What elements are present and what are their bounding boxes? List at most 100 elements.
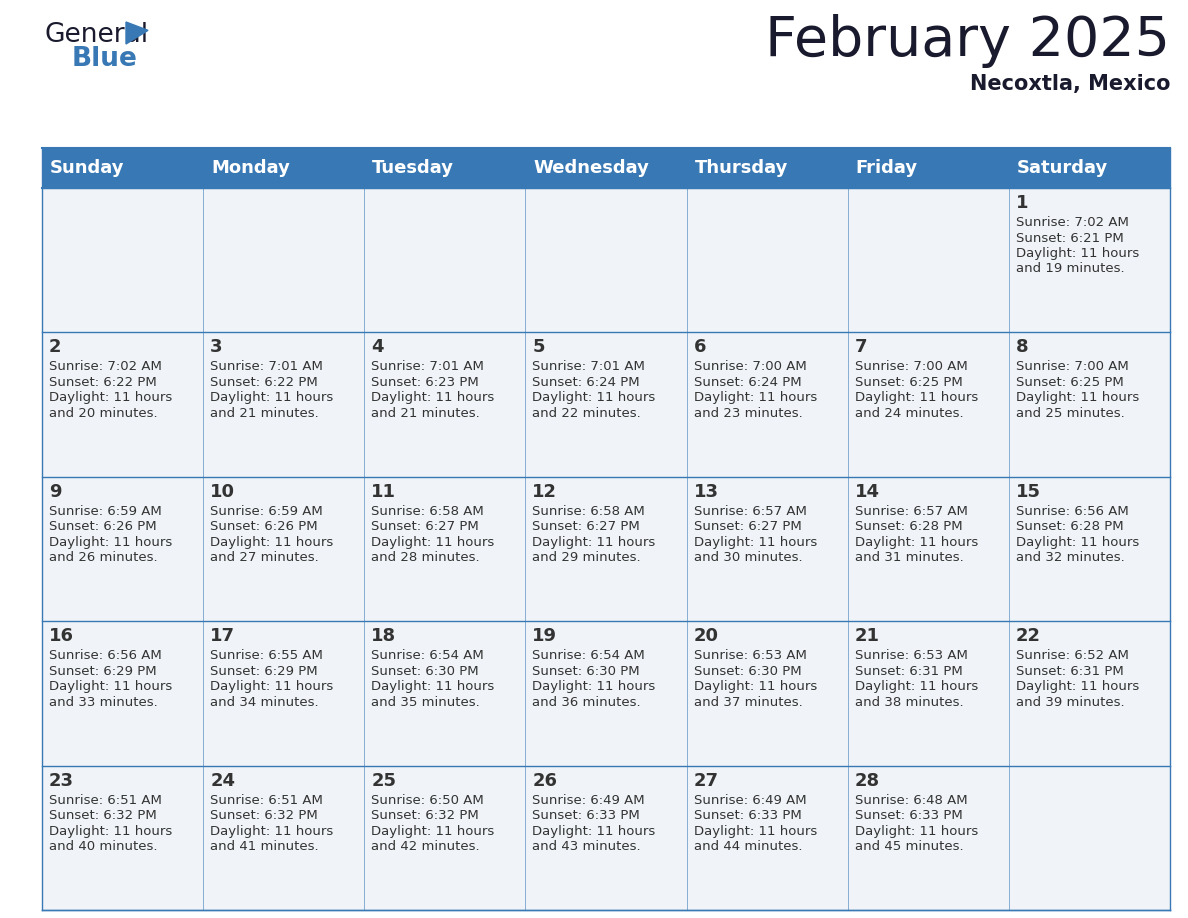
Polygon shape bbox=[126, 22, 148, 44]
Bar bbox=[365, 332, 525, 476]
Text: Sunrise: 6:55 AM: Sunrise: 6:55 AM bbox=[210, 649, 323, 662]
Bar bbox=[203, 621, 365, 766]
Text: Sunrise: 7:00 AM: Sunrise: 7:00 AM bbox=[694, 361, 807, 374]
Text: and 27 minutes.: and 27 minutes. bbox=[210, 552, 318, 565]
Text: and 26 minutes.: and 26 minutes. bbox=[49, 552, 158, 565]
Text: Sunrise: 7:02 AM: Sunrise: 7:02 AM bbox=[1016, 216, 1129, 229]
Text: 16: 16 bbox=[49, 627, 74, 645]
Bar bbox=[848, 476, 1009, 621]
Text: 4: 4 bbox=[372, 339, 384, 356]
Text: Daylight: 11 hours: Daylight: 11 hours bbox=[854, 391, 978, 405]
Text: and 21 minutes.: and 21 minutes. bbox=[210, 407, 318, 420]
Bar bbox=[525, 766, 687, 910]
Text: Sunrise: 7:01 AM: Sunrise: 7:01 AM bbox=[210, 361, 323, 374]
Bar bbox=[1009, 766, 1170, 910]
Text: and 37 minutes.: and 37 minutes. bbox=[694, 696, 802, 709]
Text: 12: 12 bbox=[532, 483, 557, 501]
Text: Sunrise: 7:02 AM: Sunrise: 7:02 AM bbox=[49, 361, 162, 374]
Text: Sunset: 6:24 PM: Sunset: 6:24 PM bbox=[694, 375, 801, 389]
Text: and 24 minutes.: and 24 minutes. bbox=[854, 407, 963, 420]
Text: Daylight: 11 hours: Daylight: 11 hours bbox=[372, 824, 494, 837]
Text: Daylight: 11 hours: Daylight: 11 hours bbox=[854, 536, 978, 549]
Text: 19: 19 bbox=[532, 627, 557, 645]
Text: and 22 minutes.: and 22 minutes. bbox=[532, 407, 642, 420]
Text: and 20 minutes.: and 20 minutes. bbox=[49, 407, 158, 420]
Text: 17: 17 bbox=[210, 627, 235, 645]
Text: Daylight: 11 hours: Daylight: 11 hours bbox=[210, 824, 334, 837]
Text: Daylight: 11 hours: Daylight: 11 hours bbox=[372, 536, 494, 549]
Text: and 21 minutes.: and 21 minutes. bbox=[372, 407, 480, 420]
Text: Sunrise: 6:53 AM: Sunrise: 6:53 AM bbox=[854, 649, 967, 662]
Text: Daylight: 11 hours: Daylight: 11 hours bbox=[210, 536, 334, 549]
Text: Daylight: 11 hours: Daylight: 11 hours bbox=[694, 680, 817, 693]
Text: and 45 minutes.: and 45 minutes. bbox=[854, 840, 963, 853]
Bar bbox=[42, 332, 203, 476]
Text: 3: 3 bbox=[210, 339, 222, 356]
Text: Sunrise: 6:53 AM: Sunrise: 6:53 AM bbox=[694, 649, 807, 662]
Text: Sunset: 6:31 PM: Sunset: 6:31 PM bbox=[854, 665, 962, 677]
Text: 27: 27 bbox=[694, 772, 719, 789]
Text: Sunrise: 6:59 AM: Sunrise: 6:59 AM bbox=[210, 505, 323, 518]
Text: 14: 14 bbox=[854, 483, 880, 501]
Bar bbox=[203, 332, 365, 476]
Text: Sunset: 6:27 PM: Sunset: 6:27 PM bbox=[532, 521, 640, 533]
Text: 2: 2 bbox=[49, 339, 62, 356]
Text: 28: 28 bbox=[854, 772, 880, 789]
Bar bbox=[42, 621, 203, 766]
Text: and 19 minutes.: and 19 minutes. bbox=[1016, 263, 1125, 275]
Text: 21: 21 bbox=[854, 627, 880, 645]
Bar bbox=[1009, 476, 1170, 621]
Text: and 39 minutes.: and 39 minutes. bbox=[1016, 696, 1125, 709]
Text: Sunset: 6:30 PM: Sunset: 6:30 PM bbox=[694, 665, 801, 677]
Text: Sunset: 6:32 PM: Sunset: 6:32 PM bbox=[49, 809, 157, 823]
Text: Sunset: 6:32 PM: Sunset: 6:32 PM bbox=[372, 809, 479, 823]
Text: Sunrise: 6:56 AM: Sunrise: 6:56 AM bbox=[1016, 505, 1129, 518]
Text: Sunrise: 7:00 AM: Sunrise: 7:00 AM bbox=[854, 361, 967, 374]
Bar bbox=[203, 766, 365, 910]
Text: 25: 25 bbox=[372, 772, 397, 789]
Text: and 23 minutes.: and 23 minutes. bbox=[694, 407, 802, 420]
Text: Daylight: 11 hours: Daylight: 11 hours bbox=[49, 391, 172, 405]
Text: Sunrise: 6:48 AM: Sunrise: 6:48 AM bbox=[854, 793, 967, 807]
Text: Wednesday: Wednesday bbox=[533, 159, 650, 177]
Text: 23: 23 bbox=[49, 772, 74, 789]
Text: and 35 minutes.: and 35 minutes. bbox=[372, 696, 480, 709]
Bar bbox=[42, 148, 1170, 188]
Text: and 34 minutes.: and 34 minutes. bbox=[210, 696, 318, 709]
Text: Sunrise: 6:51 AM: Sunrise: 6:51 AM bbox=[49, 793, 162, 807]
Text: Sunrise: 6:54 AM: Sunrise: 6:54 AM bbox=[532, 649, 645, 662]
Text: Sunset: 6:30 PM: Sunset: 6:30 PM bbox=[532, 665, 640, 677]
Text: Daylight: 11 hours: Daylight: 11 hours bbox=[1016, 536, 1139, 549]
Text: Daylight: 11 hours: Daylight: 11 hours bbox=[1016, 391, 1139, 405]
Bar bbox=[42, 476, 203, 621]
Text: 7: 7 bbox=[854, 339, 867, 356]
Text: Sunrise: 7:00 AM: Sunrise: 7:00 AM bbox=[1016, 361, 1129, 374]
Text: 13: 13 bbox=[694, 483, 719, 501]
Bar bbox=[687, 476, 848, 621]
Text: February 2025: February 2025 bbox=[765, 14, 1170, 68]
Text: Daylight: 11 hours: Daylight: 11 hours bbox=[372, 391, 494, 405]
Text: 9: 9 bbox=[49, 483, 62, 501]
Text: Sunset: 6:29 PM: Sunset: 6:29 PM bbox=[49, 665, 157, 677]
Text: Sunset: 6:21 PM: Sunset: 6:21 PM bbox=[1016, 231, 1124, 244]
Text: Saturday: Saturday bbox=[1017, 159, 1108, 177]
Text: Sunrise: 7:01 AM: Sunrise: 7:01 AM bbox=[532, 361, 645, 374]
Bar bbox=[687, 188, 848, 332]
Text: Sunset: 6:33 PM: Sunset: 6:33 PM bbox=[532, 809, 640, 823]
Text: Sunset: 6:33 PM: Sunset: 6:33 PM bbox=[694, 809, 802, 823]
Text: Sunset: 6:26 PM: Sunset: 6:26 PM bbox=[210, 521, 317, 533]
Text: Sunday: Sunday bbox=[50, 159, 125, 177]
Bar bbox=[687, 332, 848, 476]
Text: Sunrise: 6:59 AM: Sunrise: 6:59 AM bbox=[49, 505, 162, 518]
Bar bbox=[848, 621, 1009, 766]
Bar bbox=[848, 332, 1009, 476]
Text: Daylight: 11 hours: Daylight: 11 hours bbox=[532, 824, 656, 837]
Text: Sunrise: 6:51 AM: Sunrise: 6:51 AM bbox=[210, 793, 323, 807]
Text: Sunrise: 6:58 AM: Sunrise: 6:58 AM bbox=[532, 505, 645, 518]
Text: and 42 minutes.: and 42 minutes. bbox=[372, 840, 480, 853]
Text: Daylight: 11 hours: Daylight: 11 hours bbox=[49, 824, 172, 837]
Text: Sunset: 6:27 PM: Sunset: 6:27 PM bbox=[372, 521, 479, 533]
Bar bbox=[1009, 332, 1170, 476]
Text: Sunset: 6:23 PM: Sunset: 6:23 PM bbox=[372, 375, 479, 389]
Text: and 44 minutes.: and 44 minutes. bbox=[694, 840, 802, 853]
